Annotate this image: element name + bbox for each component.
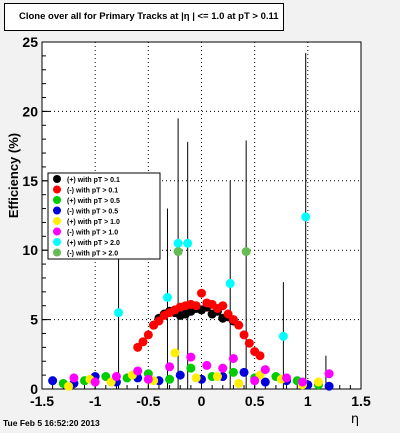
data-point <box>143 374 153 384</box>
data-point <box>225 279 235 289</box>
legend-label: (+) with pT > 1.0 <box>67 219 120 226</box>
legend-label: (+) with pT > 0.1 <box>67 177 120 184</box>
data-point <box>90 377 100 387</box>
x-axis-label: η <box>351 412 359 427</box>
data-point <box>106 377 116 387</box>
data-point <box>173 238 183 248</box>
legend-box <box>47 172 161 260</box>
y-tick-label: 20 <box>22 103 38 119</box>
legend-marker <box>53 227 61 236</box>
data-point <box>143 330 153 340</box>
data-point <box>173 247 183 257</box>
timestamp-footer: Tue Feb 5 16:52:20 2013 <box>3 418 100 428</box>
legend-label: (-) with pT > 0.1 <box>67 188 118 195</box>
data-point <box>255 370 265 380</box>
data-point <box>228 367 238 377</box>
legend-label: (-) with pT > 2.0 <box>67 251 118 258</box>
data-point <box>250 376 260 386</box>
data-point <box>234 320 244 330</box>
data-point <box>165 374 175 384</box>
data-point <box>324 369 334 379</box>
data-point <box>114 308 124 318</box>
legend-label: (+) with pT > 2.0 <box>67 240 120 247</box>
data-point <box>241 247 251 257</box>
legend-marker <box>53 175 61 183</box>
legend-marker <box>53 185 61 194</box>
data-point <box>228 353 238 363</box>
data-point <box>298 377 308 387</box>
chart-title: Clone over all for Primary Tracks at |η … <box>4 3 284 31</box>
data-point <box>234 378 244 388</box>
legend-marker <box>53 217 61 225</box>
data-point <box>282 373 292 383</box>
x-tick-label: -1 <box>89 393 102 409</box>
data-point <box>162 292 172 302</box>
data-point <box>175 370 185 380</box>
data-point <box>324 381 334 391</box>
legend-marker <box>53 206 61 215</box>
data-point <box>313 377 323 387</box>
y-axis-label: Efficiency (%) <box>6 133 21 218</box>
x-tick-label: 0 <box>198 393 206 409</box>
data-point <box>186 363 196 373</box>
data-point <box>111 372 121 382</box>
x-tick-label: -0.5 <box>136 393 160 409</box>
y-tick-label: 25 <box>22 34 38 50</box>
data-point <box>228 315 238 325</box>
data-point <box>223 309 233 319</box>
data-point <box>48 376 58 386</box>
legend-marker <box>53 248 61 257</box>
x-tick-label: 0.5 <box>245 393 265 409</box>
data-point <box>165 362 175 372</box>
data-point <box>218 363 228 373</box>
x-tick-label: -1.5 <box>30 393 54 409</box>
data-point <box>186 352 196 362</box>
legend-label: (-) with pT > 1.0 <box>67 230 118 237</box>
data-point <box>239 367 249 377</box>
data-point <box>133 342 143 352</box>
legend-marker <box>53 196 61 204</box>
y-tick-label: 15 <box>22 173 38 189</box>
y-tick-label: 10 <box>22 242 38 258</box>
x-tick-label: 1.5 <box>351 393 371 409</box>
data-point <box>218 301 228 311</box>
data-point <box>183 238 193 248</box>
data-point <box>64 381 74 391</box>
data-point <box>212 372 222 382</box>
data-point <box>191 301 201 311</box>
legend-marker <box>53 238 61 246</box>
legend-label: (+) with pT > 0.5 <box>67 198 120 205</box>
legend-label: (-) with pT > 0.5 <box>67 209 118 216</box>
y-tick-label: 5 <box>30 312 38 328</box>
x-tick-label: 1 <box>304 393 312 409</box>
data-point <box>154 316 164 326</box>
data-point <box>69 373 79 383</box>
data-point <box>191 373 201 383</box>
data-point <box>255 351 265 361</box>
data-point <box>239 330 249 340</box>
data-point <box>138 337 148 347</box>
data-point <box>170 348 180 358</box>
y-tick-label: 0 <box>30 381 38 397</box>
data-point <box>133 366 143 376</box>
data-point <box>301 212 311 222</box>
data-point <box>260 365 270 375</box>
data-point <box>278 331 288 341</box>
data-point <box>260 377 270 387</box>
data-point <box>101 372 111 382</box>
data-point <box>197 288 206 298</box>
data-point <box>202 360 212 370</box>
data-point <box>244 338 254 348</box>
